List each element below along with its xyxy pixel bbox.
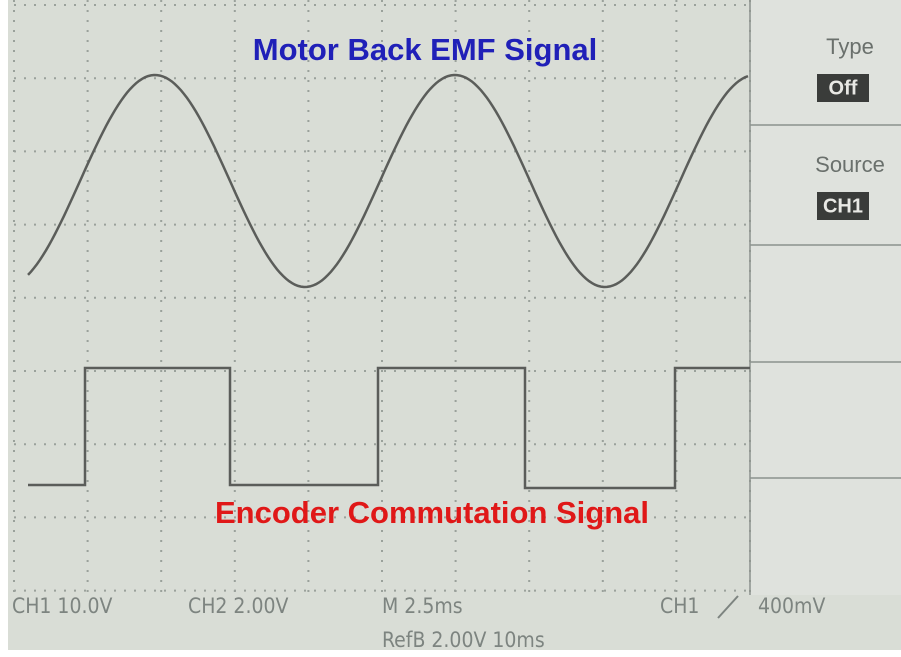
menu-value-bg <box>817 74 869 102</box>
status-ch2: CH2 2.00V <box>188 594 288 618</box>
encoder-waveform <box>28 366 750 490</box>
trigger-slope-icon <box>717 595 739 619</box>
emf-waveform <box>27 73 749 289</box>
encoder-label: Encoder Commutation Signal <box>215 495 649 530</box>
menu-value: Off <box>829 77 858 99</box>
menu-dividers <box>749 0 901 595</box>
status-ch1: CH1 10.0V <box>12 594 112 618</box>
emf-label: Motor Back EMF Signal <box>253 32 597 67</box>
status-ref: RefB 2.00V 10ms <box>382 628 545 652</box>
menu-value-bg <box>817 192 869 220</box>
status-trigger-level: 400mV <box>758 594 825 618</box>
menu-value: CH1 <box>823 195 863 217</box>
status-trigger-source: CH1 <box>660 594 699 618</box>
menu-title: Type <box>826 34 874 59</box>
menu-title: Source <box>815 152 885 177</box>
status-timebase: M 2.5ms <box>382 594 463 618</box>
